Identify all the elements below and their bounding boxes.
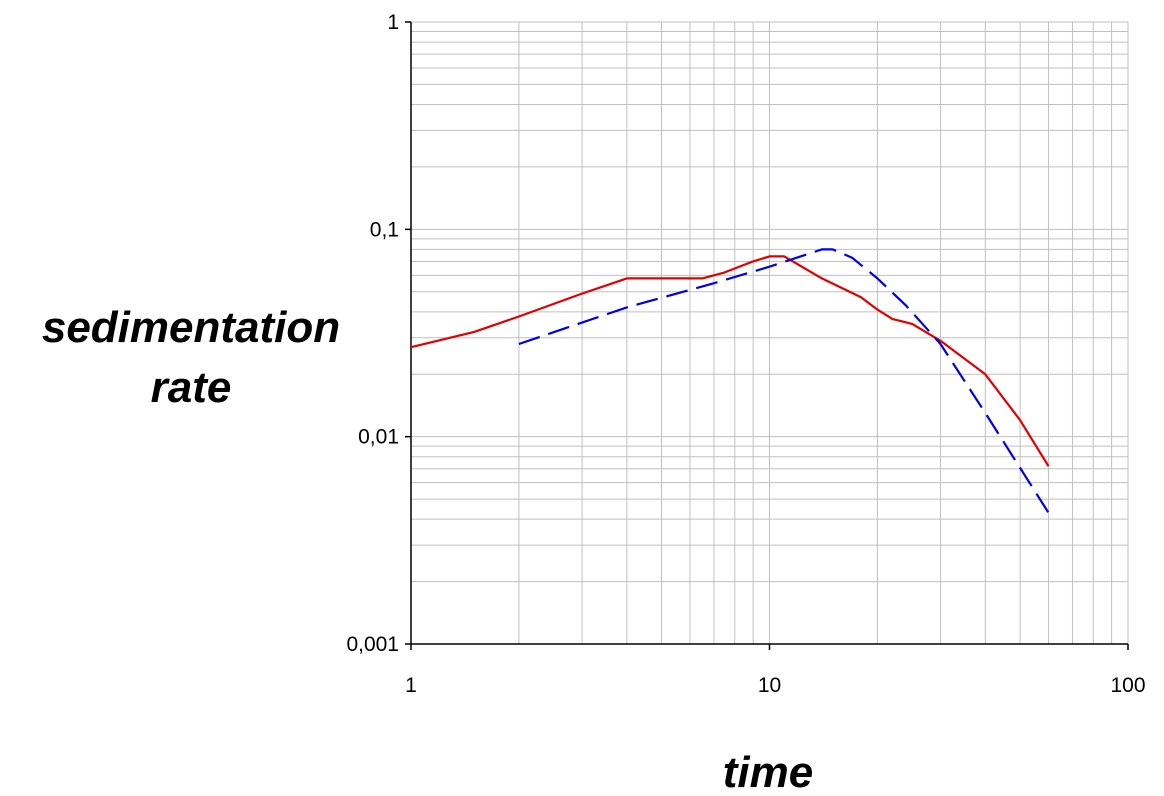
x-tick-label: 100 (1110, 674, 1145, 697)
y-tick-label: 0,1 (370, 218, 399, 241)
y-axis-title-line-2: rate (151, 363, 232, 412)
y-tick-label: 1 (387, 11, 399, 34)
series-line-1 (410, 255, 1050, 467)
tick-labels: 1 0,1 0,01 0,001 1 10 100 (346, 11, 1145, 697)
grid (411, 21, 1129, 644)
y-tick-label: 0,01 (358, 426, 399, 449)
y-tick-label: 0,001 (346, 633, 399, 656)
x-tick-label: 10 (758, 674, 781, 697)
axes (405, 21, 1129, 650)
x-tick-label: 1 (405, 674, 417, 697)
series-line-2 (518, 248, 1050, 514)
series-group (410, 248, 1050, 514)
y-axis-title-line-1: sedimentation (42, 303, 340, 352)
x-axis-title: time (723, 748, 813, 796)
